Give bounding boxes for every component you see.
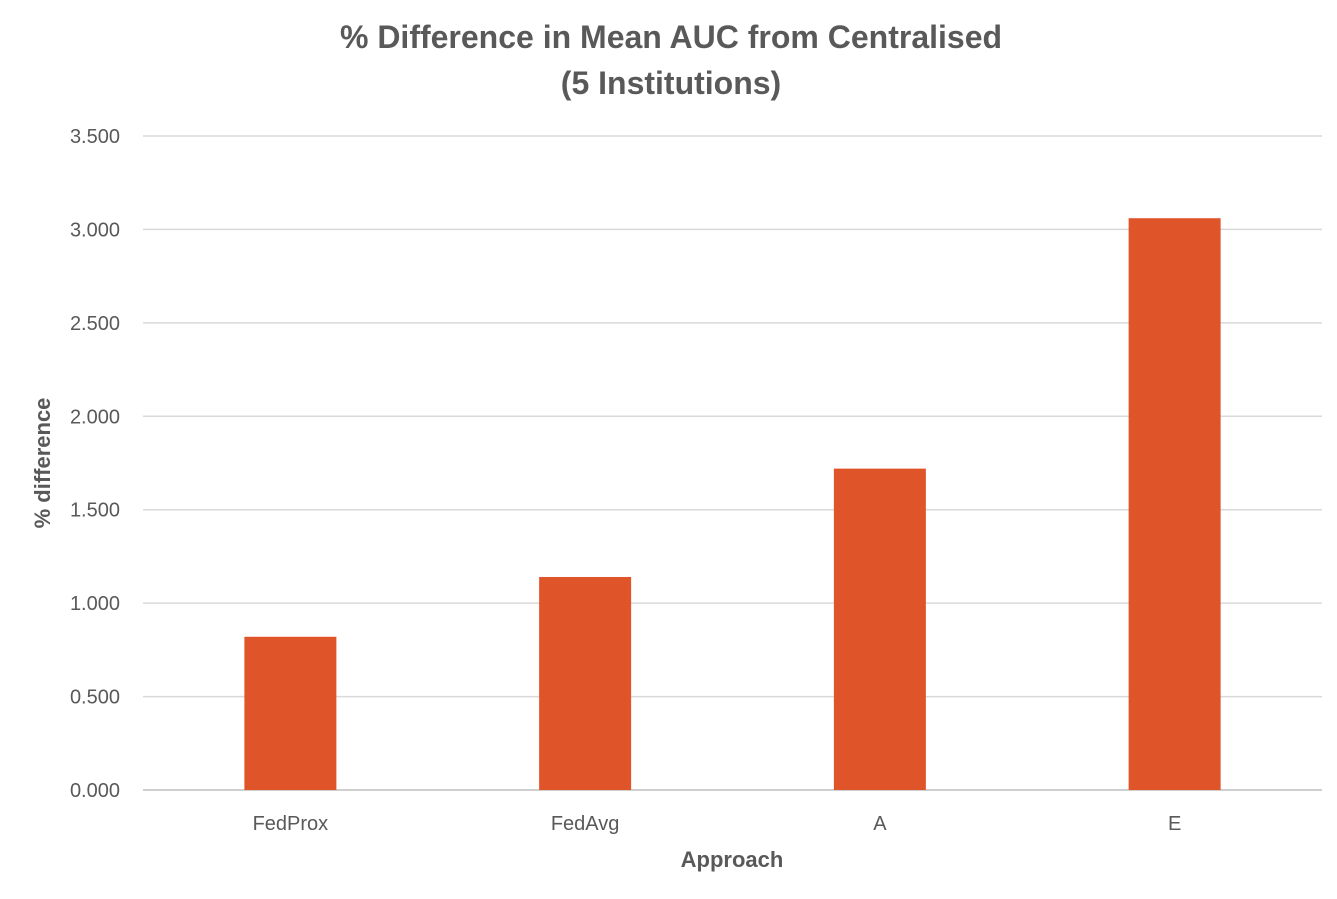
x-tick-label: A	[873, 813, 887, 835]
x-tick-label: E	[1168, 813, 1181, 835]
y-axis-tick-labels: 0.000 0.500 1.000 1.500 2.000 2.500 3.000 3.500	[70, 126, 120, 802]
bar-fedavg	[539, 576, 632, 790]
x-axis-title: Approach	[681, 847, 784, 872]
y-tick-label: 0.000	[70, 780, 120, 802]
chart-title-line-1: % Difference in Mean AUC from Centralise…	[339, 19, 1003, 55]
y-tick-label: 3.500	[70, 126, 120, 148]
x-tick-label: FedProx	[253, 813, 329, 835]
y-tick-label: 3.000	[70, 219, 120, 241]
y-tick-label: 1.000	[70, 593, 120, 615]
y-tick-label: 2.500	[70, 313, 120, 335]
bar-a	[833, 468, 926, 790]
bar-fedprox	[244, 636, 337, 790]
chart-title: % Difference in Mean AUC from Centralise…	[0, 14, 1337, 106]
x-axis-tick-labels: FedProx FedAvg A E	[253, 813, 1182, 835]
chart-title-line-2: (5 Institutions)	[560, 65, 782, 101]
y-axis-title: % difference	[30, 398, 55, 529]
y-tick-label: 2.000	[70, 406, 120, 428]
bars	[244, 218, 1221, 790]
y-tick-label: 1.500	[70, 500, 120, 522]
bar-e	[1128, 218, 1221, 790]
x-tick-label: FedAvg	[551, 813, 620, 835]
gridlines	[143, 135, 1322, 791]
y-tick-label: 0.500	[70, 687, 120, 709]
